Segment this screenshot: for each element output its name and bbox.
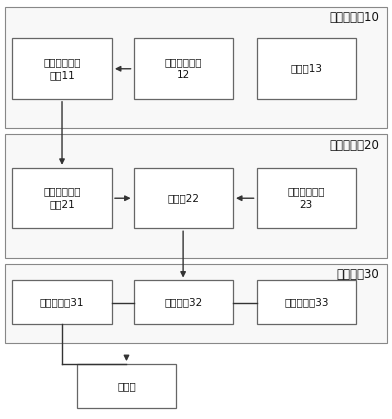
Text: 第二触摸终端
23: 第二触摸终端 23 [288,186,325,210]
Text: 第二无线收发
模块21: 第二无线收发 模块21 [44,186,81,210]
Bar [5,7,387,128]
Bar [134,38,233,99]
Text: 变频控制器20: 变频控制器20 [330,139,379,152]
Bar [134,168,233,228]
Text: 电容分压器33: 电容分压器33 [284,297,328,308]
Text: 变频器22: 变频器22 [167,193,199,203]
Bar [256,280,356,324]
Text: 蓄电池13: 蓄电池13 [290,64,322,74]
Bar [256,38,356,99]
Text: 第一无线收发
模块11: 第一无线收发 模块11 [44,57,81,80]
Text: 电抗器组32: 电抗器组32 [164,297,202,308]
Text: 第一触摸终端
12: 第一触摸终端 12 [165,57,202,80]
Bar [13,168,112,228]
Text: 励磁变压器31: 励磁变压器31 [40,297,84,308]
Bar [134,280,233,324]
Text: 外部回路30: 外部回路30 [337,268,379,281]
Bar [13,38,112,99]
Bar [5,264,387,343]
Text: 手持操作器10: 手持操作器10 [330,11,379,24]
Text: 被试品: 被试品 [117,381,136,391]
Bar [256,168,356,228]
Bar [77,364,176,408]
Bar [13,280,112,324]
Bar [5,134,387,258]
